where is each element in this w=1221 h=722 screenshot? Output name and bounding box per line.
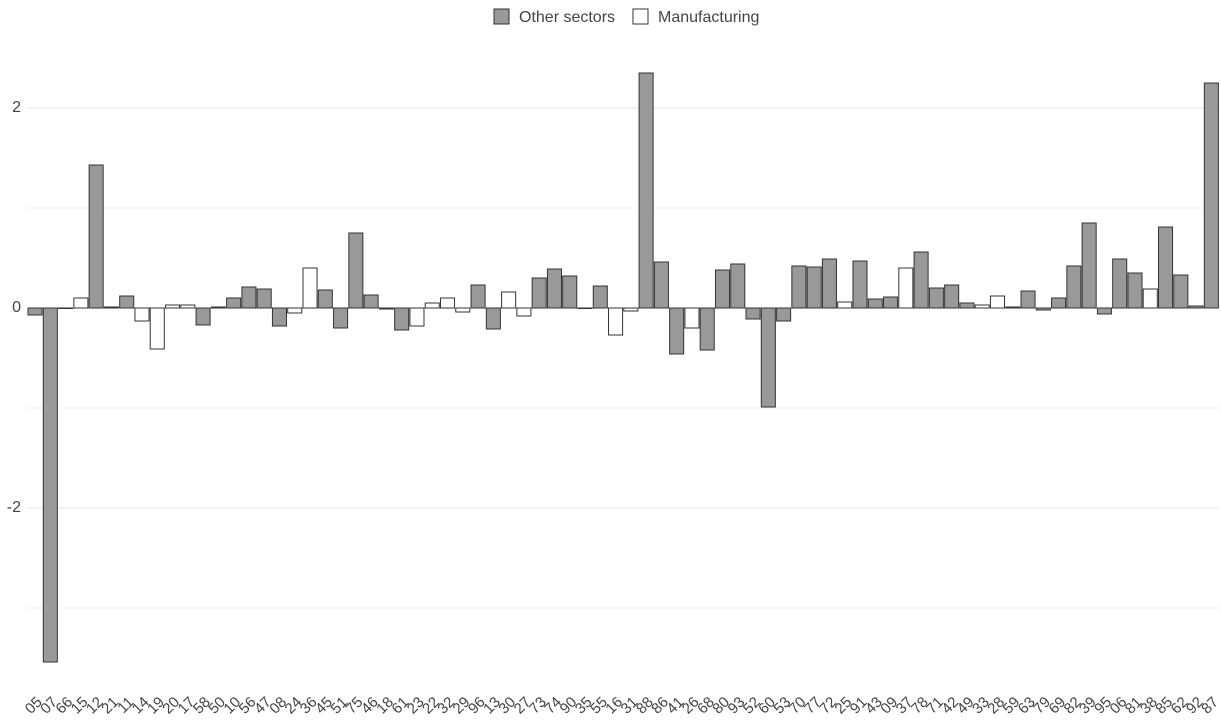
bar — [439, 297, 456, 309]
bar — [623, 307, 639, 312]
legend-label: Other sectors — [519, 9, 615, 26]
bar — [1020, 290, 1036, 309]
bar — [791, 265, 807, 309]
bar — [409, 307, 425, 327]
bar — [1158, 226, 1174, 309]
legend-label: Manufacturing — [658, 9, 759, 26]
bar — [149, 307, 165, 350]
bar — [165, 304, 181, 309]
bar — [806, 266, 822, 309]
bar — [485, 307, 501, 330]
bar — [1173, 274, 1189, 309]
bar — [745, 307, 761, 320]
bar — [913, 251, 929, 309]
bar — [821, 258, 837, 309]
bar — [271, 307, 287, 327]
bar — [378, 307, 394, 310]
bar — [760, 307, 776, 408]
y-tick-label: -2 — [7, 499, 21, 516]
bar — [1051, 297, 1067, 309]
legend-swatch — [632, 8, 649, 25]
bar — [653, 261, 669, 309]
bar — [88, 164, 104, 309]
bar — [699, 307, 715, 351]
bar — [394, 307, 410, 331]
bar — [256, 288, 272, 309]
bar — [837, 301, 853, 309]
bar — [195, 307, 211, 326]
bar — [119, 295, 135, 309]
bar — [1142, 288, 1158, 309]
bar — [103, 306, 119, 309]
bar — [210, 306, 226, 309]
bar — [241, 286, 257, 309]
bar — [455, 307, 471, 313]
bar — [1005, 306, 1021, 309]
bar — [516, 307, 532, 317]
bar — [638, 72, 654, 309]
bar — [501, 291, 517, 309]
bar — [226, 297, 242, 309]
bar — [58, 307, 74, 309]
bar — [1035, 307, 1051, 311]
bar — [1203, 82, 1219, 309]
bar — [302, 267, 318, 309]
bar — [974, 304, 990, 309]
bar — [730, 263, 746, 309]
bar — [424, 302, 440, 309]
bar — [317, 289, 333, 309]
bar — [898, 267, 914, 309]
bar — [944, 284, 960, 309]
bar — [287, 307, 303, 314]
bar — [531, 277, 547, 309]
bar — [776, 307, 792, 322]
bar — [42, 307, 58, 663]
y-tick-label: 0 — [12, 299, 21, 316]
bar — [928, 287, 944, 309]
bar — [684, 307, 700, 329]
bar — [470, 284, 486, 309]
bar — [180, 304, 196, 309]
bar — [867, 298, 883, 309]
bar — [27, 307, 43, 316]
legend-swatch — [493, 8, 510, 25]
bar — [577, 307, 593, 309]
bar — [608, 307, 624, 336]
x-tick-label: 87 — [1198, 694, 1221, 718]
bar — [363, 294, 379, 309]
bar — [989, 295, 1006, 309]
bar — [714, 269, 731, 309]
bar — [852, 260, 868, 309]
bar — [333, 307, 349, 329]
bar — [1112, 258, 1128, 309]
bar — [592, 285, 608, 309]
bar — [1127, 272, 1143, 309]
bar — [1066, 265, 1082, 309]
bar — [348, 232, 364, 309]
bar — [73, 297, 89, 309]
bar — [1081, 222, 1097, 309]
bar — [959, 302, 975, 309]
bar — [1188, 305, 1204, 309]
bar — [562, 275, 578, 309]
bar — [1096, 307, 1112, 315]
y-tick-label: 2 — [12, 99, 21, 116]
bar — [134, 307, 150, 322]
bar — [546, 268, 562, 309]
bar — [669, 307, 685, 355]
bar — [883, 296, 899, 309]
